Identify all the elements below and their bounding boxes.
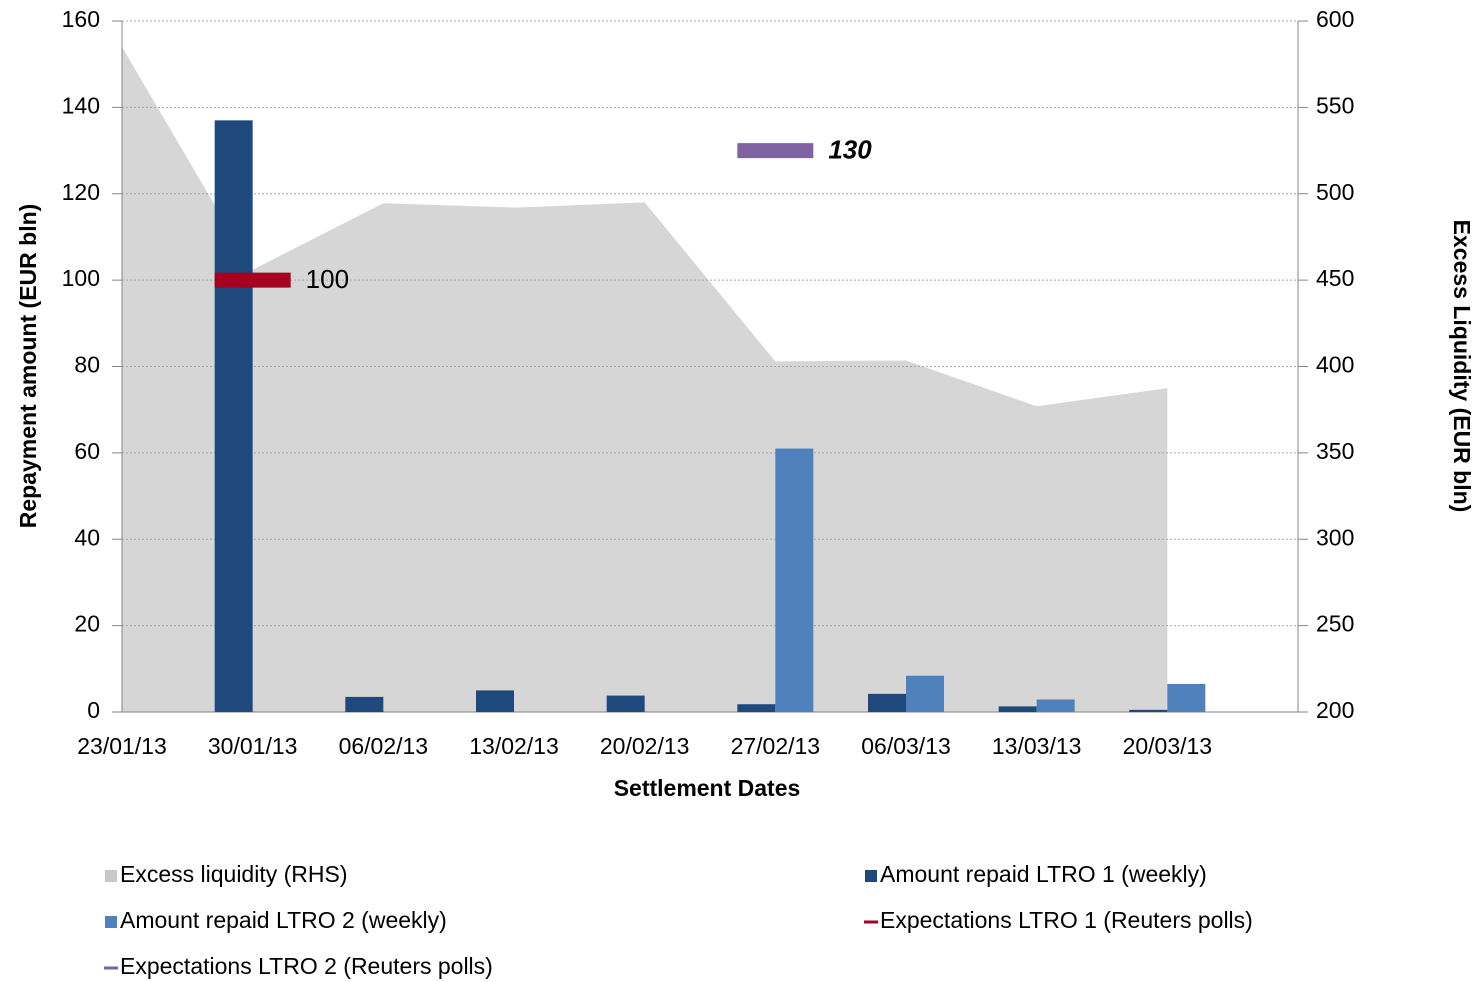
- y-tick-label: 100: [62, 265, 100, 291]
- legend-label: Excess liquidity (RHS): [120, 861, 348, 887]
- y-tick-label: 160: [62, 6, 100, 32]
- bar: [476, 690, 514, 712]
- legend-label: Amount repaid LTRO 2 (weekly): [120, 907, 447, 933]
- x-tick-label: 27/02/13: [731, 733, 821, 759]
- legend-label: Expectations LTRO 1 (Reuters polls): [880, 907, 1253, 933]
- y2-tick-label: 200: [1316, 697, 1354, 723]
- legend-label: Amount repaid LTRO 1 (weekly): [880, 861, 1207, 887]
- legend-label: Expectations LTRO 2 (Reuters polls): [120, 953, 493, 979]
- x-tick-label: 23/01/13: [77, 733, 167, 759]
- y2-tick-label: 450: [1316, 265, 1354, 291]
- x-tick-label: 20/03/13: [1123, 733, 1213, 759]
- legend-swatch: [865, 870, 877, 882]
- y2-tick-label: 350: [1316, 438, 1354, 464]
- x-tick-label: 13/02/13: [469, 733, 559, 759]
- area: [122, 46, 1168, 713]
- y-axis-title: Repayment amount (EUR bln): [15, 204, 41, 529]
- x-axis-title: Settlement Dates: [614, 775, 801, 801]
- y-tick-label: 0: [87, 697, 100, 723]
- x-tick-label: 06/03/13: [861, 733, 951, 759]
- y-tick-label: 40: [74, 524, 100, 550]
- legend-swatch: [105, 916, 117, 928]
- x-tick-label: 13/03/13: [992, 733, 1082, 759]
- y2-tick-label: 250: [1316, 611, 1354, 637]
- y-tick-label: 80: [74, 352, 100, 378]
- y-tick-label: 140: [62, 92, 100, 118]
- y-tick-label: 60: [74, 438, 100, 464]
- y2-tick-label: 550: [1316, 92, 1354, 118]
- y-tick-label: 20: [74, 611, 100, 637]
- y-tick-label: 120: [62, 179, 100, 205]
- bar: [606, 695, 645, 712]
- data-label: 130: [828, 134, 872, 164]
- y2-tick-label: 400: [1316, 352, 1354, 378]
- bar: [868, 693, 906, 712]
- data-label: 100: [306, 264, 349, 294]
- y2-axis-title: Excess Liquidity (EUR bln): [1449, 220, 1475, 513]
- y2-tick-label: 600: [1316, 6, 1354, 32]
- bar: [775, 448, 814, 712]
- x-tick-label: 30/01/13: [208, 733, 298, 759]
- bar: [1036, 699, 1075, 712]
- y2-tick-label: 300: [1316, 524, 1354, 550]
- bar: [737, 704, 776, 712]
- x-tick-label: 06/02/13: [339, 733, 429, 759]
- x-tick-label: 20/02/13: [600, 733, 690, 759]
- bar: [345, 696, 384, 712]
- bar: [906, 675, 944, 712]
- y2-tick-label: 500: [1316, 179, 1354, 205]
- bar: [1129, 709, 1168, 712]
- bar: [214, 120, 253, 713]
- bar: [998, 706, 1037, 712]
- bar: [1167, 683, 1206, 712]
- legend-swatch: [105, 870, 117, 882]
